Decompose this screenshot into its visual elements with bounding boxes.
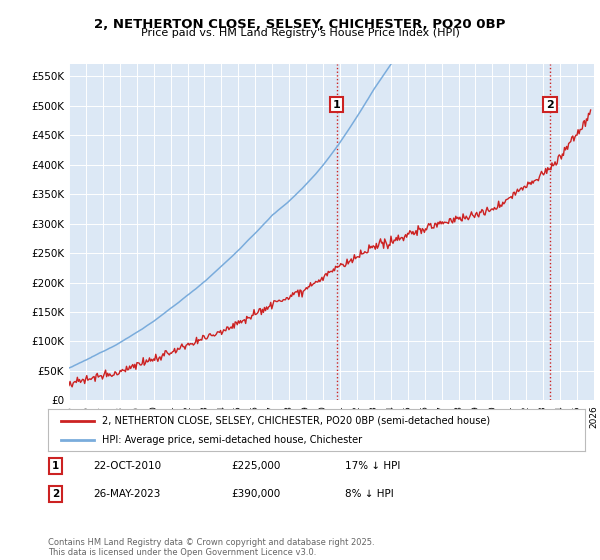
Text: Price paid vs. HM Land Registry's House Price Index (HPI): Price paid vs. HM Land Registry's House … bbox=[140, 28, 460, 38]
Text: HPI: Average price, semi-detached house, Chichester: HPI: Average price, semi-detached house,… bbox=[102, 435, 362, 445]
Text: 22-OCT-2010: 22-OCT-2010 bbox=[93, 461, 161, 471]
Text: 2, NETHERTON CLOSE, SELSEY, CHICHESTER, PO20 0BP (semi-detached house): 2, NETHERTON CLOSE, SELSEY, CHICHESTER, … bbox=[102, 416, 490, 426]
Text: 1: 1 bbox=[333, 100, 340, 110]
Text: £225,000: £225,000 bbox=[231, 461, 280, 471]
Text: 2: 2 bbox=[52, 489, 59, 499]
Text: Contains HM Land Registry data © Crown copyright and database right 2025.
This d: Contains HM Land Registry data © Crown c… bbox=[48, 538, 374, 557]
Text: 2: 2 bbox=[546, 100, 554, 110]
Text: 8% ↓ HPI: 8% ↓ HPI bbox=[345, 489, 394, 499]
Text: 26-MAY-2023: 26-MAY-2023 bbox=[93, 489, 160, 499]
Text: 2, NETHERTON CLOSE, SELSEY, CHICHESTER, PO20 0BP: 2, NETHERTON CLOSE, SELSEY, CHICHESTER, … bbox=[94, 18, 506, 31]
Text: 17% ↓ HPI: 17% ↓ HPI bbox=[345, 461, 400, 471]
Text: 1: 1 bbox=[52, 461, 59, 471]
Text: £390,000: £390,000 bbox=[231, 489, 280, 499]
